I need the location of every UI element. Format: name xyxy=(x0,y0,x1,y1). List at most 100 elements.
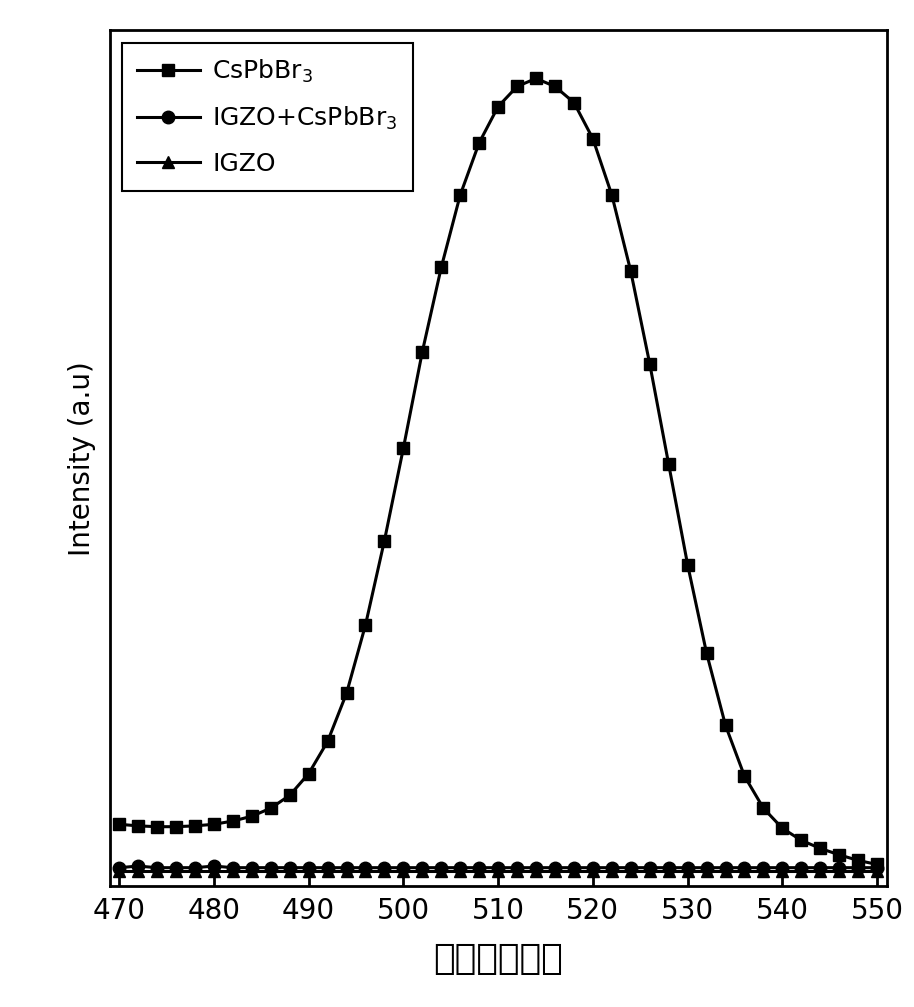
IGZO xyxy=(113,865,124,877)
CsPbBr$_3$ xyxy=(473,137,484,149)
Line: CsPbBr$_3$: CsPbBr$_3$ xyxy=(113,73,883,871)
IGZO xyxy=(625,865,636,877)
IGZO xyxy=(208,865,219,877)
IGZO xyxy=(246,865,257,877)
IGZO xyxy=(512,865,523,877)
IGZO xyxy=(133,865,143,877)
CsPbBr$_3$ xyxy=(265,803,276,815)
IGZO+CsPbBr$_3$ xyxy=(814,862,825,874)
IGZO xyxy=(569,865,579,877)
IGZO+CsPbBr$_3$ xyxy=(228,862,239,874)
CsPbBr$_3$ xyxy=(512,81,523,93)
IGZO+CsPbBr$_3$ xyxy=(436,862,447,874)
IGZO+CsPbBr$_3$ xyxy=(569,862,579,874)
IGZO xyxy=(814,865,825,877)
IGZO+CsPbBr$_3$ xyxy=(682,862,693,874)
CsPbBr$_3$ xyxy=(588,133,599,145)
IGZO+CsPbBr$_3$ xyxy=(322,862,333,874)
CsPbBr$_3$ xyxy=(739,770,750,782)
CsPbBr$_3$ xyxy=(133,820,143,832)
IGZO xyxy=(853,865,864,877)
IGZO xyxy=(796,865,807,877)
IGZO+CsPbBr$_3$ xyxy=(796,862,807,874)
CsPbBr$_3$ xyxy=(189,820,200,832)
IGZO xyxy=(417,865,428,877)
IGZO+CsPbBr$_3$ xyxy=(265,862,276,874)
IGZO+CsPbBr$_3$ xyxy=(853,862,864,874)
IGZO xyxy=(739,865,750,877)
IGZO xyxy=(720,865,731,877)
IGZO xyxy=(872,865,883,877)
IGZO+CsPbBr$_3$ xyxy=(303,862,314,874)
CsPbBr$_3$ xyxy=(341,687,352,699)
IGZO+CsPbBr$_3$ xyxy=(417,862,428,874)
IGZO+CsPbBr$_3$ xyxy=(379,862,390,874)
Line: IGZO+CsPbBr$_3$: IGZO+CsPbBr$_3$ xyxy=(113,860,883,874)
CsPbBr$_3$ xyxy=(853,854,864,866)
IGZO xyxy=(341,865,352,877)
X-axis label: 波长（纳米）: 波长（纳米） xyxy=(433,942,563,976)
IGZO+CsPbBr$_3$ xyxy=(530,862,541,874)
CsPbBr$_3$ xyxy=(644,357,655,370)
IGZO xyxy=(473,865,484,877)
IGZO xyxy=(303,865,314,877)
IGZO+CsPbBr$_3$ xyxy=(152,862,163,874)
IGZO xyxy=(758,865,769,877)
CsPbBr$_3$ xyxy=(569,97,579,109)
CsPbBr$_3$ xyxy=(872,858,883,870)
CsPbBr$_3$ xyxy=(758,803,769,815)
Line: IGZO: IGZO xyxy=(113,865,883,877)
IGZO xyxy=(398,865,409,877)
CsPbBr$_3$ xyxy=(777,823,788,835)
IGZO+CsPbBr$_3$ xyxy=(284,862,295,874)
CsPbBr$_3$ xyxy=(152,821,163,833)
IGZO+CsPbBr$_3$ xyxy=(208,860,219,872)
IGZO+CsPbBr$_3$ xyxy=(834,862,845,874)
CsPbBr$_3$ xyxy=(398,442,409,454)
IGZO+CsPbBr$_3$ xyxy=(512,862,523,874)
CsPbBr$_3$ xyxy=(625,265,636,277)
IGZO+CsPbBr$_3$ xyxy=(549,862,560,874)
IGZO xyxy=(152,865,163,877)
IGZO+CsPbBr$_3$ xyxy=(171,862,182,874)
IGZO xyxy=(606,865,617,877)
IGZO+CsPbBr$_3$ xyxy=(360,862,371,874)
IGZO xyxy=(493,865,504,877)
CsPbBr$_3$ xyxy=(455,189,466,201)
IGZO xyxy=(265,865,276,877)
CsPbBr$_3$ xyxy=(379,535,390,547)
IGZO xyxy=(379,865,390,877)
IGZO xyxy=(834,865,845,877)
IGZO+CsPbBr$_3$ xyxy=(739,862,750,874)
IGZO xyxy=(530,865,541,877)
IGZO+CsPbBr$_3$ xyxy=(493,862,504,874)
IGZO xyxy=(549,865,560,877)
IGZO+CsPbBr$_3$ xyxy=(133,860,143,872)
IGZO+CsPbBr$_3$ xyxy=(664,862,675,874)
IGZO+CsPbBr$_3$ xyxy=(720,862,731,874)
IGZO+CsPbBr$_3$ xyxy=(872,862,883,874)
CsPbBr$_3$ xyxy=(549,81,560,93)
CsPbBr$_3$ xyxy=(814,842,825,854)
CsPbBr$_3$ xyxy=(436,261,447,273)
IGZO xyxy=(228,865,239,877)
CsPbBr$_3$ xyxy=(171,821,182,833)
CsPbBr$_3$ xyxy=(417,345,428,357)
CsPbBr$_3$ xyxy=(322,735,333,747)
IGZO+CsPbBr$_3$ xyxy=(113,862,124,874)
IGZO+CsPbBr$_3$ xyxy=(455,862,466,874)
IGZO xyxy=(455,865,466,877)
CsPbBr$_3$ xyxy=(530,73,541,85)
IGZO+CsPbBr$_3$ xyxy=(341,862,352,874)
IGZO xyxy=(171,865,182,877)
IGZO+CsPbBr$_3$ xyxy=(189,862,200,874)
CsPbBr$_3$ xyxy=(208,819,219,831)
IGZO xyxy=(777,865,788,877)
IGZO+CsPbBr$_3$ xyxy=(588,862,599,874)
IGZO xyxy=(189,865,200,877)
IGZO xyxy=(682,865,693,877)
IGZO xyxy=(588,865,599,877)
CsPbBr$_3$ xyxy=(606,189,617,201)
IGZO xyxy=(664,865,675,877)
CsPbBr$_3$ xyxy=(796,835,807,847)
